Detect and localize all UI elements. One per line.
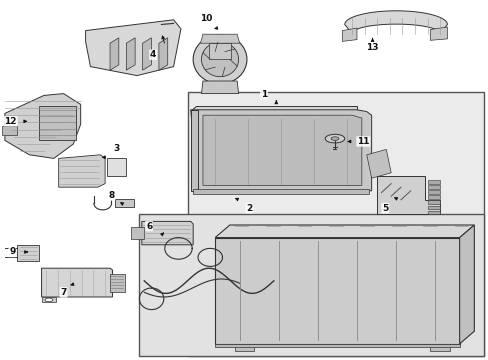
Ellipse shape — [193, 35, 246, 84]
Polygon shape — [126, 38, 135, 70]
Text: 8: 8 — [108, 191, 114, 200]
Bar — [209, 43, 230, 59]
Text: 12: 12 — [4, 117, 17, 126]
Text: 1: 1 — [261, 90, 266, 99]
Polygon shape — [2, 126, 17, 135]
Polygon shape — [106, 158, 126, 176]
Polygon shape — [115, 199, 134, 207]
Polygon shape — [159, 38, 167, 70]
Polygon shape — [376, 176, 439, 214]
Polygon shape — [215, 238, 459, 344]
Polygon shape — [190, 106, 356, 110]
Text: 10: 10 — [200, 14, 212, 23]
Polygon shape — [5, 94, 81, 158]
Polygon shape — [459, 225, 473, 344]
Polygon shape — [427, 185, 439, 189]
Bar — [188, 92, 483, 356]
Polygon shape — [41, 297, 56, 302]
Text: 13: 13 — [366, 43, 378, 52]
Polygon shape — [429, 27, 447, 40]
Text: 5: 5 — [382, 204, 387, 212]
Polygon shape — [190, 110, 371, 191]
Polygon shape — [215, 225, 473, 238]
Polygon shape — [344, 11, 447, 33]
Text: 3: 3 — [113, 144, 119, 153]
Ellipse shape — [330, 137, 338, 140]
Polygon shape — [110, 274, 124, 292]
Polygon shape — [200, 34, 239, 43]
Ellipse shape — [45, 298, 53, 302]
Text: 9: 9 — [9, 248, 16, 256]
Polygon shape — [201, 81, 238, 94]
Polygon shape — [59, 155, 105, 187]
Polygon shape — [366, 149, 390, 178]
Polygon shape — [131, 227, 144, 239]
Bar — [139, 214, 483, 356]
Polygon shape — [85, 20, 181, 76]
Polygon shape — [427, 195, 439, 199]
Polygon shape — [427, 190, 439, 194]
Polygon shape — [342, 28, 356, 41]
Ellipse shape — [201, 42, 238, 77]
Polygon shape — [17, 245, 39, 261]
Polygon shape — [39, 106, 76, 140]
Polygon shape — [110, 38, 119, 70]
Polygon shape — [142, 38, 151, 70]
Polygon shape — [193, 189, 368, 194]
Polygon shape — [142, 221, 193, 245]
Polygon shape — [427, 201, 439, 204]
Text: 2: 2 — [246, 204, 252, 212]
Text: 11: 11 — [356, 137, 369, 146]
Polygon shape — [429, 344, 449, 351]
Text: 6: 6 — [146, 222, 152, 231]
Polygon shape — [203, 115, 361, 185]
Polygon shape — [41, 268, 112, 297]
Text: 4: 4 — [149, 50, 156, 59]
Text: 7: 7 — [60, 288, 67, 297]
Polygon shape — [427, 211, 439, 214]
Ellipse shape — [325, 134, 344, 143]
Polygon shape — [215, 344, 459, 347]
Polygon shape — [234, 344, 254, 351]
Polygon shape — [427, 206, 439, 209]
Polygon shape — [427, 180, 439, 184]
Polygon shape — [190, 110, 198, 191]
